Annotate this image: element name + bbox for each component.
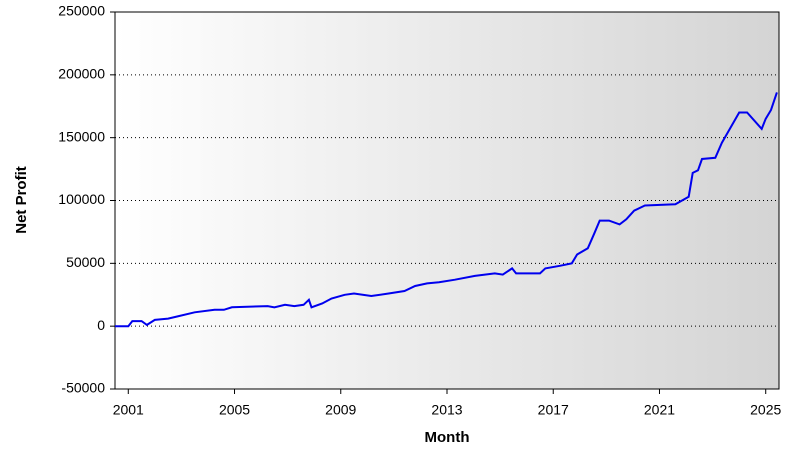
x-tick-label: 2013 — [431, 402, 462, 418]
x-tick-label: 2025 — [750, 402, 781, 418]
x-tick-label: 2005 — [219, 402, 250, 418]
y-tick-label: 0 — [97, 317, 105, 333]
y-axis-title: Net Profit — [13, 166, 30, 234]
x-tick-label: 2017 — [538, 402, 569, 418]
y-tick-label: 250000 — [58, 3, 105, 19]
x-tick-label: 2009 — [325, 402, 356, 418]
x-tick-label: 2001 — [113, 402, 144, 418]
y-tick-label: -50000 — [61, 380, 105, 396]
y-tick-label: 100000 — [58, 191, 105, 207]
x-axis-title: Month — [425, 429, 470, 446]
y-tick-label: 200000 — [58, 66, 105, 82]
y-tick-label: 50000 — [66, 254, 105, 270]
y-tick-label: 150000 — [58, 128, 105, 144]
x-tick-label: 2021 — [644, 402, 675, 418]
data-line — [115, 92, 778, 328]
